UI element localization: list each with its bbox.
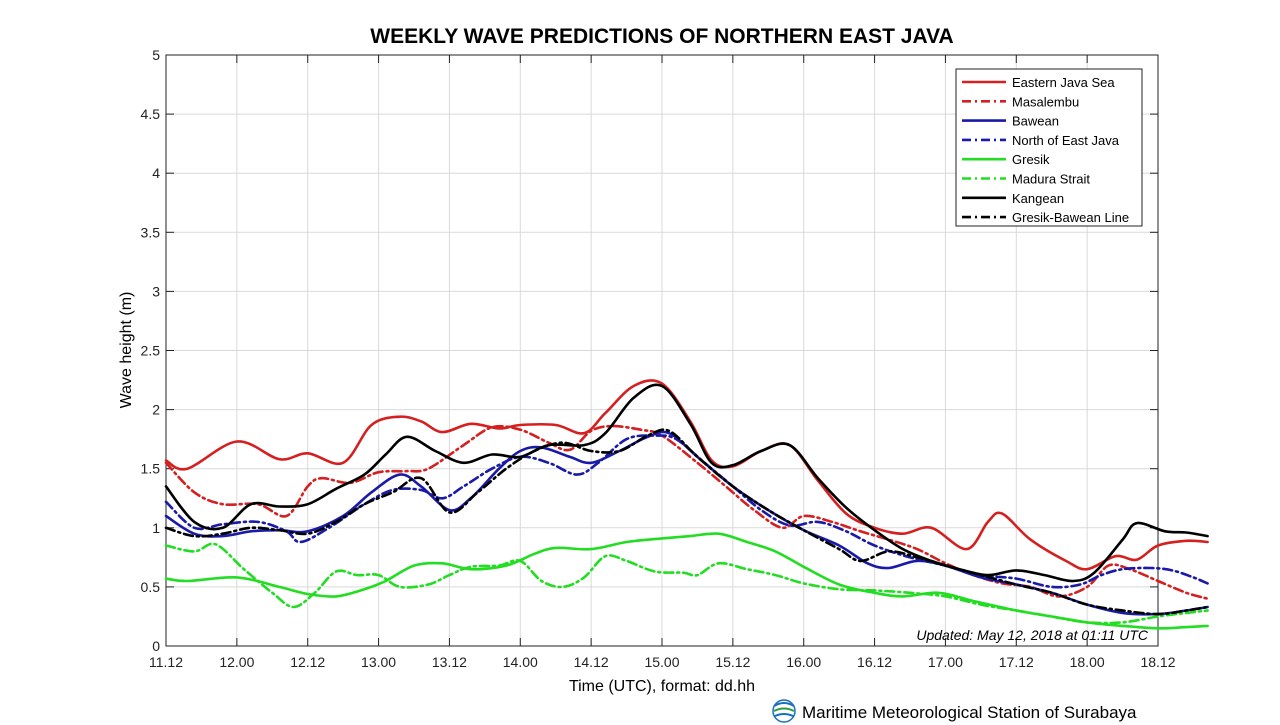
x-tick-label: 13.12 [432,654,467,670]
y-tick-label: 3 [152,283,160,299]
x-tick-label: 12.00 [219,654,254,670]
bmkg-logo-icon [772,699,796,723]
y-axis-label: Wave height (m) [118,292,135,409]
legend-label-kangean: Kangean [1012,191,1064,206]
series-line-masalembu [164,424,1209,600]
series-line-gresik [164,532,1209,630]
y-tick-label: 4.5 [141,106,161,122]
legend-label-gresik-bawean-line: Gresik-Bawean Line [1012,210,1129,225]
y-tick-label: 2.5 [141,343,161,359]
x-axis-label: Time (UTC), format: dd.hh [569,678,755,695]
footer: Maritime Meteorological Station of Surab… [772,699,1137,723]
x-tick-label: 14.00 [503,654,538,670]
legend-label-eastern-java-sea: Eastern Java Sea [1012,75,1115,90]
x-tick-label: 15.12 [715,654,750,670]
x-tick-label: 16.12 [857,654,892,670]
x-tick-label: 12.12 [290,654,325,670]
legend-label-north-of-east-java: North of East Java [1012,133,1120,148]
x-tick-label: 15.00 [644,654,679,670]
x-tick-label: 17.12 [999,654,1034,670]
x-tick-label: 14.12 [574,654,609,670]
y-tick-label: 0 [152,638,160,654]
y-tick-label: 1.5 [141,461,161,477]
series-line-kangean [164,383,1209,583]
station-name: Maritime Meteorological Station of Surab… [802,703,1137,722]
legend: Eastern Java Sea Masalembu Bawean North of … [955,68,1143,227]
series-line-gresik-bawean-line [164,428,1209,616]
series-line-bawean [164,430,1209,616]
x-tick-label: 13.00 [361,654,396,670]
y-tick-label: 2 [152,402,160,418]
legend-label-masalembu: Masalembu [1012,94,1079,109]
x-tick-label: 16.00 [786,654,821,670]
axis-ticks: 0 0.5 1 1.5 2 2.5 3 3.5 4 4.5 5 11.12 12.00 12.12 13.0… [141,47,1176,670]
x-tick-label: 11.12 [149,654,183,670]
x-tick-label: 17.00 [928,654,963,670]
y-tick-label: 4 [152,165,160,181]
legend-label-bawean: Bawean [1012,114,1059,129]
y-tick-label: 5 [152,47,160,63]
series-line-madura-strait [164,542,1209,625]
legend-box [955,68,1143,227]
series-line-eastern-java-sea [164,379,1209,571]
legend-label-madura-strait: Madura Strait [1012,172,1090,187]
chart-title: WEEKLY WAVE PREDICTIONS OF NORTHERN EAST… [370,25,953,48]
y-tick-label: 1 [152,520,160,536]
y-tick-label: 0.5 [141,579,161,595]
legend-label-gresik: Gresik [1012,152,1050,167]
updated-annotation: Updated: May 12, 2018 at 01:11 UTC [916,627,1149,643]
y-tick-label: 3.5 [141,224,161,240]
series-lines [164,379,1209,630]
x-tick-label: 18.00 [1070,654,1105,670]
x-tick-label: 18.12 [1140,654,1175,670]
